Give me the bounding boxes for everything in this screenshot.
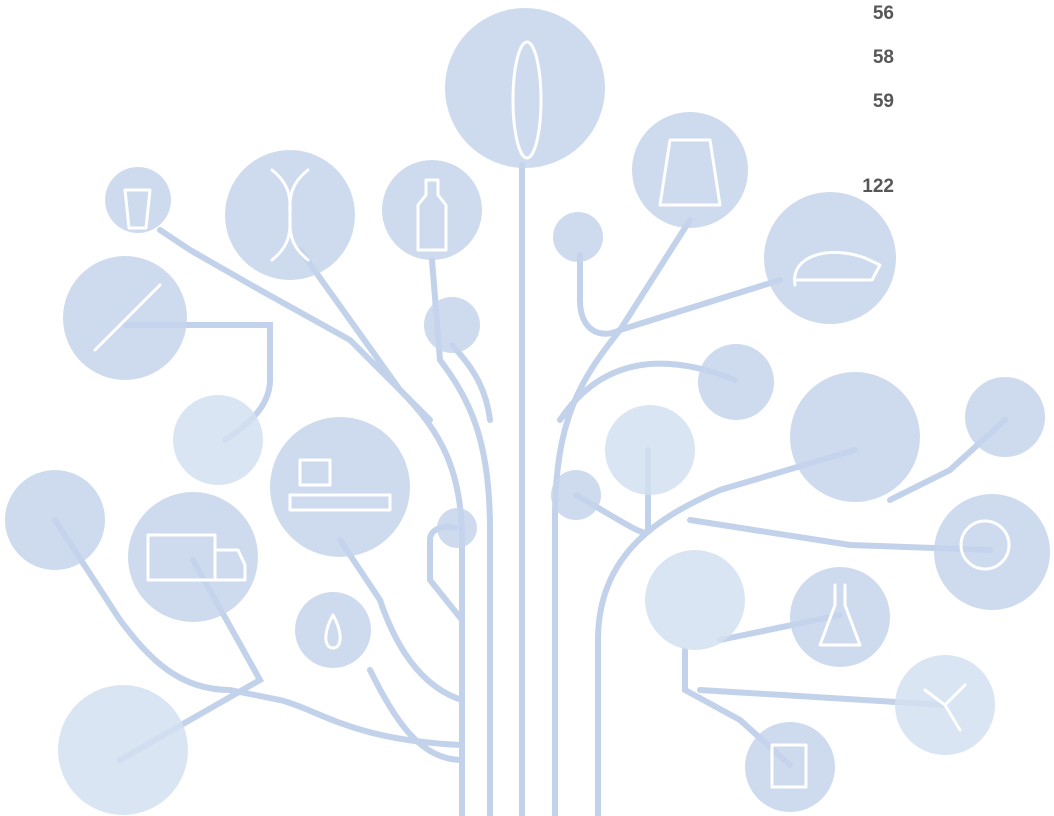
bottle-circle [382,160,482,260]
globe-circle [934,494,1050,610]
dot-circle [437,508,477,548]
branch [580,255,780,334]
dot-circle [553,212,603,262]
microscope-circle [645,550,745,650]
dot-circle [605,405,695,495]
flask-circle [790,567,890,667]
circles [5,8,1050,815]
pig-circle [764,192,896,324]
conveyor-circle [270,417,410,557]
dot-circle [551,470,601,520]
corn-circle [445,8,605,168]
icecream-circle [424,297,480,353]
page-number: 58 [873,47,894,69]
sack-circle [632,112,748,228]
dot-circle [965,377,1045,457]
cup-circle [105,167,171,233]
page-number: 56 [873,3,894,25]
page-number: 122 [862,176,894,198]
page-number: 59 [873,91,894,113]
bread-circle [173,395,263,485]
page: 56 58 59 122 (() => { const data = JSON.… [0,0,1054,816]
dolly-circle [5,470,105,570]
recycle-circle [790,372,920,502]
dot-circle [698,344,774,420]
clipboard-circle [745,722,835,812]
drop-circle [295,592,371,668]
bulb-circle [58,685,188,815]
tree-illustration [0,0,1054,816]
